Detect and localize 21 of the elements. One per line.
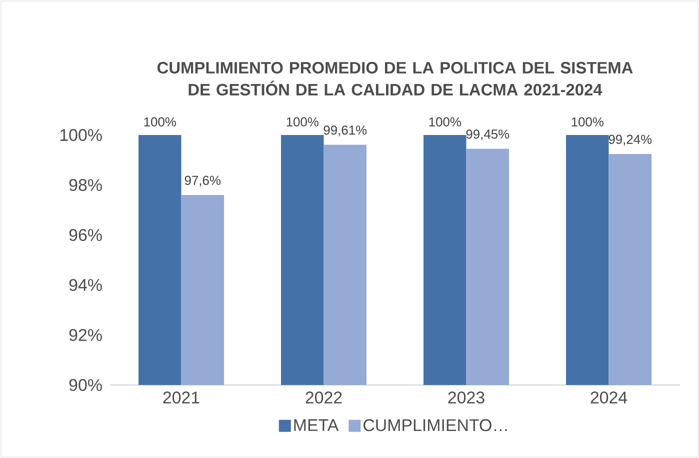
chart-title: CUMPLIMIENTO PROMEDIO DE LA POLITICA DEL SISTEMA DE GESTIÓN DE LA CALIDAD DE LACMA 2021-2024 — [157, 62, 633, 96]
data-label: 100% — [572, 117, 604, 126]
data-label: 97,6% — [184, 176, 221, 186]
data-label: 99,24% — [608, 134, 652, 146]
x-tick-label: 2024 — [590, 392, 628, 404]
data-label: 100% — [144, 117, 176, 126]
data-label: 100% — [286, 117, 318, 126]
y-tick-label: 94% — [69, 279, 102, 291]
y-tick-label: 98% — [69, 179, 102, 191]
data-label: 100% — [429, 117, 461, 126]
y-tick-label: 92% — [69, 329, 102, 341]
x-tick-label: 2021 — [163, 392, 200, 404]
data-label: 99,45% — [466, 130, 510, 140]
y-tick-label: 96% — [69, 229, 102, 241]
y-tick-label: 90% — [69, 379, 102, 391]
legend-label: META — [294, 419, 339, 431]
x-tick-label: 2023 — [448, 392, 484, 404]
x-tick-label: 2022 — [306, 392, 342, 404]
data-label: 99,61% — [324, 126, 367, 136]
y-tick-label: 100% — [60, 129, 102, 141]
legend-label: CUMPLIMIENTO… — [364, 419, 507, 432]
